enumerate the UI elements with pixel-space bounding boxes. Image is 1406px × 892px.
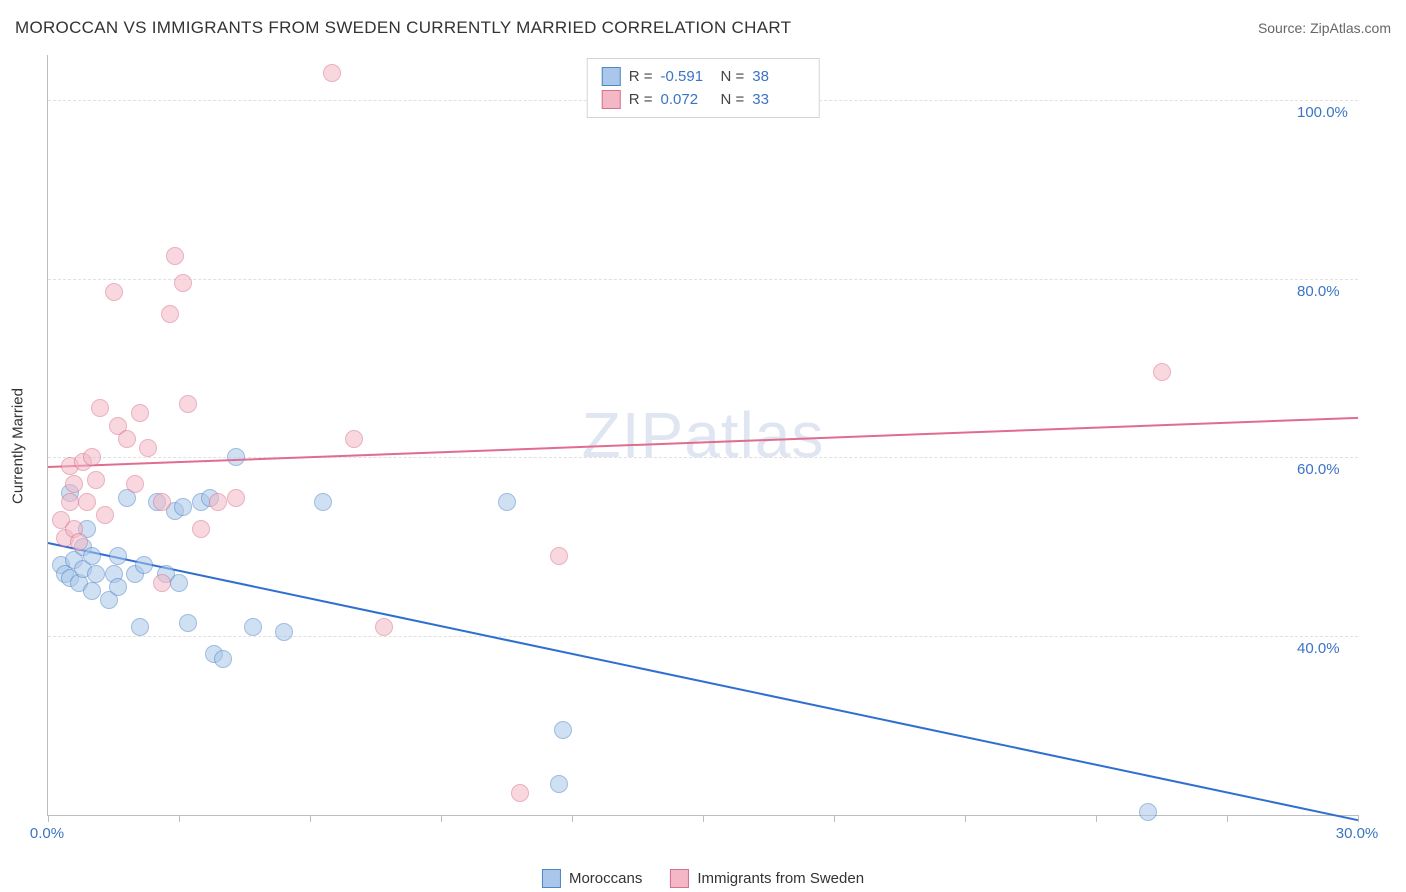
trend-line: [48, 542, 1358, 821]
legend-item: Immigrants from Sweden: [670, 869, 864, 888]
x-tick-label: 0.0%: [30, 825, 64, 842]
data-point: [87, 565, 105, 583]
data-point: [65, 475, 83, 493]
x-tick: [703, 815, 704, 822]
data-point: [109, 547, 127, 565]
stats-row: R = -0.591 N = 38: [602, 65, 805, 88]
gridline: [48, 636, 1358, 637]
x-tick: [310, 815, 311, 822]
data-point: [131, 404, 149, 422]
y-axis-title: Currently Married: [10, 388, 27, 504]
stat-n-value: 33: [752, 91, 804, 108]
correlation-stats-box: R = -0.591 N = 38 R = 0.072 N = 33: [587, 58, 820, 118]
stat-r-value: -0.591: [661, 68, 713, 85]
data-point: [170, 574, 188, 592]
data-point: [179, 395, 197, 413]
data-point: [227, 448, 245, 466]
y-tick-label: 80.0%: [1297, 283, 1340, 300]
data-point: [550, 775, 568, 793]
data-point: [87, 471, 105, 489]
data-point: [153, 574, 171, 592]
data-point: [139, 439, 157, 457]
data-point: [174, 498, 192, 516]
data-point: [179, 614, 197, 632]
data-point: [83, 547, 101, 565]
data-point: [135, 556, 153, 574]
data-point: [550, 547, 568, 565]
data-point: [78, 493, 96, 511]
data-point: [153, 493, 171, 511]
stat-r-label: R =: [629, 68, 653, 85]
data-point: [209, 493, 227, 511]
data-point: [118, 430, 136, 448]
data-point: [161, 305, 179, 323]
data-point: [61, 493, 79, 511]
legend-swatch: [602, 90, 621, 109]
data-point: [70, 533, 88, 551]
data-point: [323, 64, 341, 82]
data-point: [109, 578, 127, 596]
data-point: [214, 650, 232, 668]
y-tick-label: 40.0%: [1297, 640, 1340, 657]
data-point: [174, 274, 192, 292]
data-point: [227, 489, 245, 507]
data-point: [511, 784, 529, 802]
legend-swatch: [542, 869, 561, 888]
data-point: [83, 448, 101, 466]
data-point: [244, 618, 262, 636]
stat-n-label: N =: [721, 91, 745, 108]
data-point: [126, 475, 144, 493]
x-tick: [48, 815, 49, 822]
data-point: [554, 721, 572, 739]
scatter-plot: ZIPatlas: [47, 55, 1358, 816]
legend-swatch: [602, 67, 621, 86]
legend-item: Moroccans: [542, 869, 642, 888]
x-tick: [179, 815, 180, 822]
data-point: [96, 506, 114, 524]
legend-label: Moroccans: [569, 870, 642, 887]
legend-swatch: [670, 869, 689, 888]
x-tick: [1227, 815, 1228, 822]
x-tick: [572, 815, 573, 822]
data-point: [345, 430, 363, 448]
stat-r-label: R =: [629, 91, 653, 108]
gridline: [48, 279, 1358, 280]
data-point: [1139, 803, 1157, 821]
y-tick-label: 60.0%: [1297, 461, 1340, 478]
x-tick: [965, 815, 966, 822]
source-attribution: Source: ZipAtlas.com: [1258, 20, 1391, 36]
stat-n-label: N =: [721, 68, 745, 85]
data-point: [131, 618, 149, 636]
x-tick: [1096, 815, 1097, 822]
stat-r-value: 0.072: [661, 91, 713, 108]
x-tick-label: 30.0%: [1336, 825, 1379, 842]
legend-label: Immigrants from Sweden: [697, 870, 864, 887]
trend-line: [48, 417, 1358, 468]
data-point: [91, 399, 109, 417]
y-tick-label: 100.0%: [1297, 104, 1348, 121]
data-point: [105, 283, 123, 301]
chart-legend: Moroccans Immigrants from Sweden: [542, 869, 864, 888]
chart-title: MOROCCAN VS IMMIGRANTS FROM SWEDEN CURRE…: [15, 18, 791, 38]
data-point: [375, 618, 393, 636]
data-point: [1153, 363, 1171, 381]
data-point: [83, 582, 101, 600]
watermark: ZIPatlas: [582, 398, 825, 472]
data-point: [166, 247, 184, 265]
data-point: [192, 520, 210, 538]
stats-row: R = 0.072 N = 33: [602, 88, 805, 111]
data-point: [314, 493, 332, 511]
x-tick: [834, 815, 835, 822]
stat-n-value: 38: [752, 68, 804, 85]
data-point: [275, 623, 293, 641]
data-point: [498, 493, 516, 511]
x-tick: [441, 815, 442, 822]
